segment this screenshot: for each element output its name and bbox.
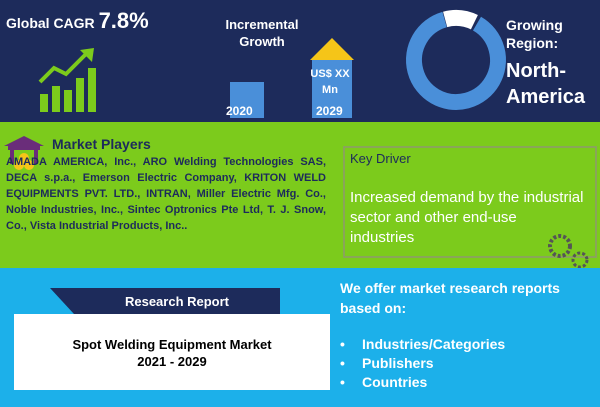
middle-band: Market Players AMADA AMERICA, Inc., ARO … <box>0 122 600 269</box>
offer-item: Industries/Categories <box>340 336 505 352</box>
shape <box>8 146 40 150</box>
growth-icon <box>38 48 96 112</box>
region-label: Growing Region: <box>506 17 563 51</box>
players-title: Market Players <box>52 136 151 152</box>
shape <box>88 68 96 112</box>
cagr-label: Global CAGR <box>6 15 95 31</box>
report-name: Spot Welding Equipment Market <box>72 337 272 352</box>
shape <box>4 136 44 146</box>
report-box <box>14 314 330 390</box>
shape <box>24 160 34 170</box>
shape <box>230 82 264 118</box>
driver-text: Increased demand by the industrial secto… <box>350 189 584 246</box>
cagr-value: 7.8% <box>98 8 149 33</box>
region-donut <box>406 10 506 110</box>
offer-item: Publishers <box>340 355 505 371</box>
shape <box>40 94 48 112</box>
shape <box>312 60 352 118</box>
offer-list: Industries/Categories Publishers Countri… <box>340 336 505 393</box>
players-icon <box>4 136 44 170</box>
shape <box>64 90 72 112</box>
shape <box>52 86 60 112</box>
region-name: North-America <box>506 60 585 108</box>
cagr: Global CAGR 7.8% <box>6 8 149 34</box>
shape <box>571 251 589 269</box>
driver-title: Key Driver <box>350 151 411 166</box>
driver-box <box>343 146 597 258</box>
shape <box>19 153 29 163</box>
report-years: 2021 - 2029 <box>137 354 207 369</box>
shape <box>40 68 96 112</box>
report-tab <box>50 288 280 314</box>
gears-icon <box>548 234 589 269</box>
shape <box>50 288 280 314</box>
players-text: AMADA AMERICA, Inc., ARO Welding Technol… <box>6 156 326 232</box>
shape <box>406 10 506 110</box>
shape <box>10 150 14 164</box>
report-label: Research Report <box>124 294 230 309</box>
end-year: 2029 <box>316 104 343 118</box>
shape <box>38 52 88 84</box>
shape <box>14 160 24 170</box>
top-band: Global CAGR 7.8% Incremental Growth US$ … <box>0 0 600 122</box>
shape <box>548 234 572 258</box>
offer-item: Countries <box>340 374 505 390</box>
bottom-band: Research Report Spot Welding Equipment M… <box>0 268 600 407</box>
growth-amount: US$ XX Mn <box>310 68 350 96</box>
shape <box>406 10 506 110</box>
shape <box>34 150 38 164</box>
shape <box>80 48 94 62</box>
report-title: Spot Welding Equipment Market 2021 - 202… <box>14 336 330 370</box>
offer-text: We offer market research reports based o… <box>340 280 560 316</box>
start-year: 2020 <box>226 104 253 118</box>
growth-title: Incremental Growth <box>225 17 299 49</box>
shape <box>76 78 84 112</box>
growth-bars <box>230 38 354 118</box>
